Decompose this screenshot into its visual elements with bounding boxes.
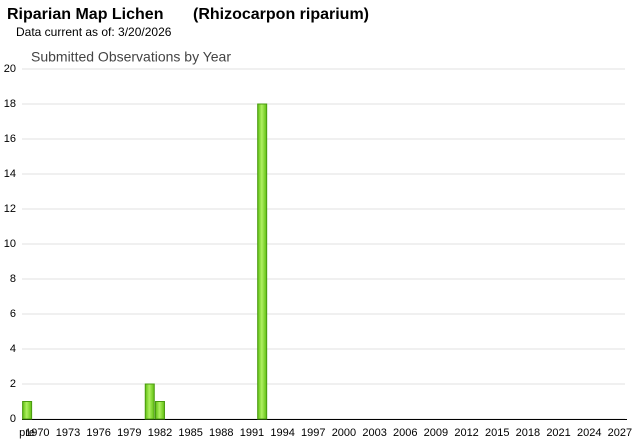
x-tick-label: 2000 [332,427,356,439]
x-tick-label: 1994 [270,427,294,439]
bar [154,401,165,420]
x-tick-label: 2006 [393,427,417,439]
x-tick-label: 2012 [454,427,478,439]
x-tick-label: 2024 [577,427,601,439]
x-tick-label: 1997 [301,427,325,439]
y-tick-label: 10 [4,238,16,250]
bar [257,103,268,420]
x-tick-label: 2009 [424,427,448,439]
chart-title: Submitted Observations by Year [31,49,231,65]
x-tick-label: 1985 [178,427,202,439]
x-tick-label: 2027 [608,427,632,439]
x-tick-label: 2003 [362,427,386,439]
y-tick-label: 14 [4,168,16,180]
subtitle: (Rhizocarpon riparium) [193,6,369,23]
y-tick-label: 8 [10,273,16,285]
y-tick-label: 18 [4,98,16,110]
x-tick-label: pre [19,427,35,439]
data-date: Data current as of: 3/20/2026 [16,25,172,39]
y-tick-label: 12 [4,203,16,215]
x-tick-label: 1991 [240,427,264,439]
bar [22,401,33,420]
x-tick-label: 1988 [209,427,233,439]
bar [144,383,155,420]
y-tick-label: 20 [4,63,16,75]
x-tick-label: 2018 [516,427,540,439]
y-tick-label: 16 [4,133,16,145]
x-tick-label: 1979 [117,427,141,439]
x-tick-label: 1970 [25,427,49,439]
x-tick-label: 1976 [86,427,110,439]
x-tick-label: 2015 [485,427,509,439]
y-tick-label: 2 [10,378,16,390]
x-tick-label: 2021 [546,427,570,439]
x-tick-label: 1973 [56,427,80,439]
x-tick-label: 1982 [148,427,172,439]
y-tick-label: 6 [10,308,16,320]
title: Riparian Map Lichen [7,6,163,23]
y-tick-label: 4 [10,343,16,355]
y-tick-label: 0 [10,413,16,425]
